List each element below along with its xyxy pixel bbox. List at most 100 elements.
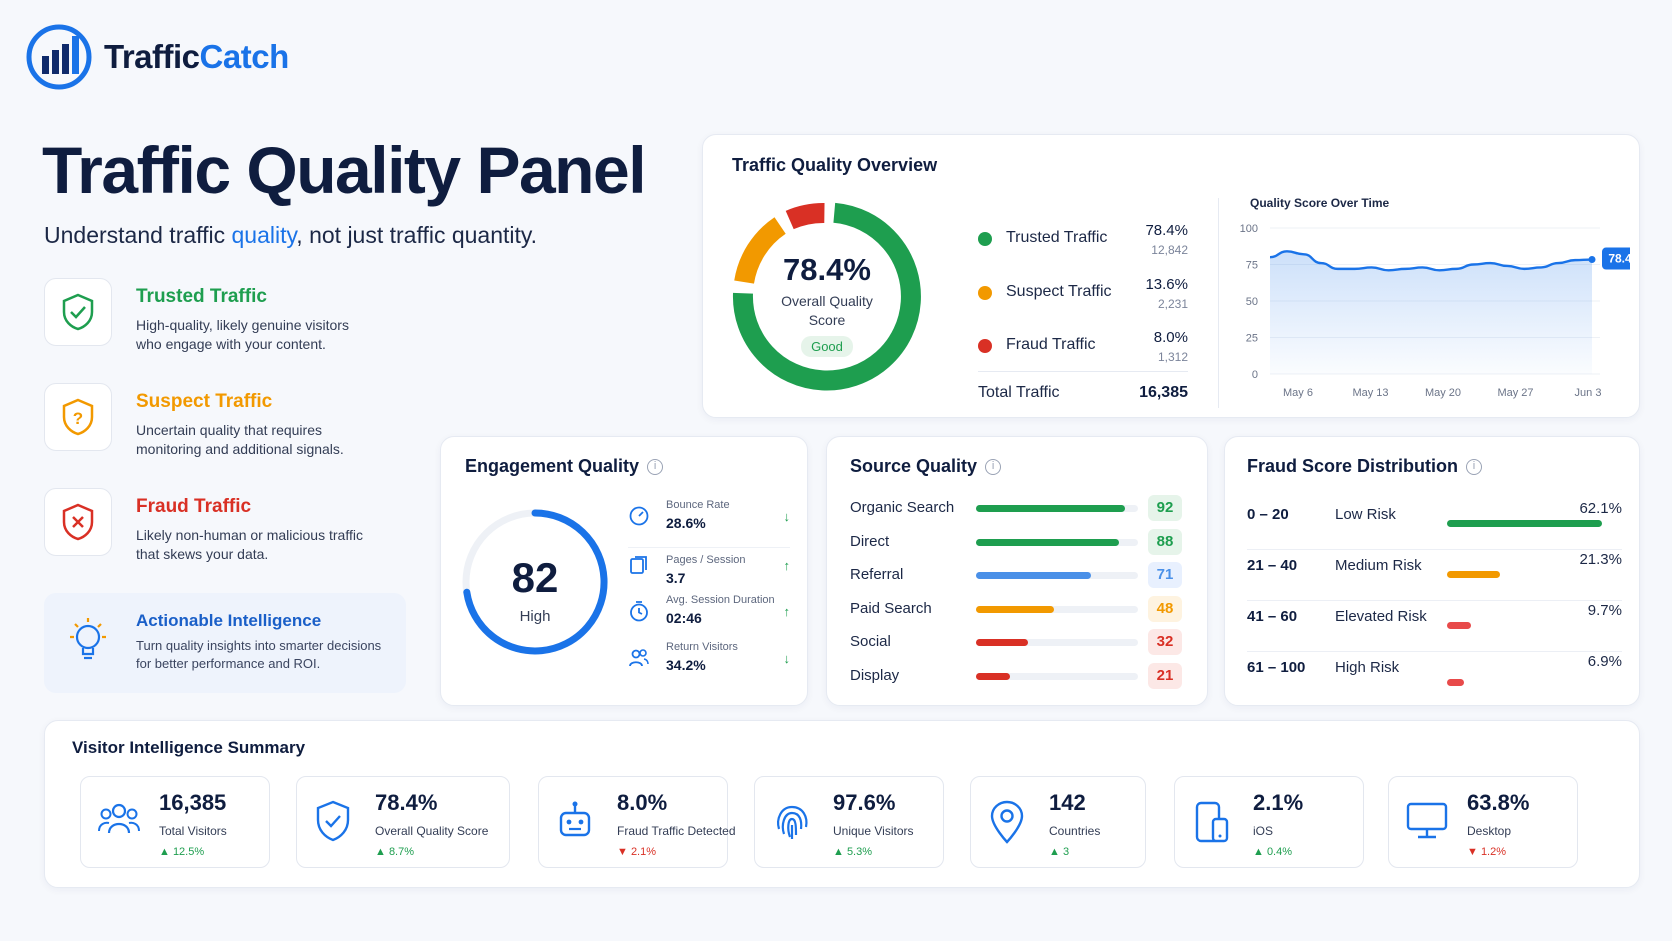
- actionable-title: Actionable Intelligence: [136, 611, 322, 630]
- x-tick-label: Jun 3: [1575, 387, 1602, 399]
- source-score-badge: 32: [1148, 629, 1182, 655]
- engagement-title: Engagement Quality i: [465, 456, 664, 477]
- source-quality-card: [826, 436, 1208, 706]
- source-bar-track: [976, 572, 1138, 579]
- visitor-stat: 97.6% Unique Visitors ▲ 5.3%: [754, 776, 944, 868]
- source-label: Display: [850, 666, 900, 684]
- metric-bounce-rate: Bounce Rate 28.6% ↓: [628, 499, 790, 543]
- stat-value: 2.1%: [1253, 790, 1304, 815]
- fraud-pct: 62.1%: [1579, 500, 1622, 517]
- actionable-desc: Turn quality insights into smarter decis…: [136, 638, 382, 671]
- fraud-range: 0 – 20: [1247, 506, 1289, 523]
- stat-label: Total Visitors: [159, 824, 227, 838]
- users-icon: [97, 799, 141, 844]
- fraud-range: 21 – 40: [1247, 557, 1298, 574]
- lightbulb-icon: [70, 618, 106, 660]
- x-tick-label: May 13: [1352, 387, 1388, 399]
- legend-fraud: Fraud Traffic 8.0% 1,312: [978, 329, 1188, 369]
- quality-donut: [732, 202, 921, 391]
- category-title: Trusted Traffic: [136, 286, 267, 307]
- fraud-distribution-title: Fraud Score Distribution i: [1247, 456, 1483, 477]
- stopwatch-icon: [630, 601, 648, 622]
- stat-value: 97.6%: [833, 790, 896, 815]
- engagement-card: [440, 436, 808, 706]
- svg-text:?: ?: [73, 409, 83, 428]
- actionable-intelligence: Actionable Intelligence Turn quality ins…: [44, 593, 406, 693]
- legend-trusted: Trusted Traffic 78.4% 12,842: [978, 222, 1188, 262]
- arrow-up-icon: ↑: [783, 558, 791, 573]
- arrow-up-icon: ↑: [783, 604, 791, 619]
- y-tick-label: 50: [1246, 296, 1258, 308]
- visitor-stat: 142 Countries ▲ 3: [970, 776, 1146, 868]
- last-value-label: 78.4: [1608, 252, 1630, 266]
- area-fill: [1270, 251, 1592, 374]
- source-bar-track: [976, 639, 1138, 646]
- source-bar-track: [976, 605, 1138, 613]
- donut-trusted-arc: [732, 202, 921, 391]
- stat-label: iOS: [1253, 824, 1274, 838]
- fraud-row: 21 – 40 Medium Risk 21.3%: [1247, 551, 1622, 601]
- overall-score: 78.4%: [783, 252, 871, 287]
- shield-question-icon: ?: [44, 383, 112, 451]
- stat-label: Desktop: [1467, 824, 1512, 838]
- stat-delta: ▲ 12.5%: [159, 846, 205, 858]
- arrow-down-icon: ↓: [783, 509, 791, 524]
- engagement-score: 82: [511, 554, 559, 601]
- fraud-row: 0 – 20 Low Risk 62.1%: [1247, 500, 1622, 550]
- fraud-range: 41 – 60: [1247, 608, 1298, 625]
- info-icon[interactable]: i: [985, 459, 1002, 476]
- source-row: Organic Search 92: [850, 495, 1182, 525]
- stat-label: Countries: [1049, 824, 1101, 838]
- source-row: Direct 88: [850, 528, 1182, 559]
- brand-logo[interactable]: TrafficCatch: [26, 24, 289, 90]
- info-icon[interactable]: i: [647, 459, 664, 476]
- source-score-badge: 92: [1148, 495, 1182, 521]
- visitor-stat: 16,385 Total Visitors ▲ 12.5%: [80, 776, 270, 868]
- y-tick-label: 75: [1246, 260, 1258, 272]
- source-bar-fill: [976, 672, 1011, 680]
- last-point: [1588, 256, 1596, 264]
- fraud-row: 61 – 100 High Risk 6.9%: [1247, 653, 1622, 703]
- fraud-row: 41 – 60 Elevated Risk 9.7%: [1247, 602, 1622, 652]
- fraud-bar: [1447, 571, 1501, 578]
- source-label: Referral: [850, 566, 904, 583]
- donut-suspect-arc: [734, 217, 786, 284]
- source-quality-title: Source Quality i: [850, 456, 1002, 477]
- source-score-badge: 21: [1148, 662, 1182, 689]
- donut-center: 78.4% Overall Quality Score Good: [762, 252, 892, 357]
- metric-session-duration: Avg. Session Duration 02:46 ↑: [628, 594, 790, 638]
- quality-line-chart: 100 75 50 25 0 78.4 May 6 May 13 May 20 May 27 Jun…: [1240, 223, 1630, 399]
- stat-label: Fraud Traffic Detected: [617, 824, 736, 838]
- shield-check-icon: [44, 278, 112, 346]
- source-row: Paid Search 48: [850, 595, 1182, 626]
- fraud-range: 61 – 100: [1247, 659, 1306, 676]
- status-badge: Good: [801, 336, 853, 357]
- brand-name: TrafficCatch: [104, 38, 289, 75]
- desktop-icon: [1405, 799, 1449, 846]
- source-bar-fill: [976, 605, 1054, 613]
- source-bar-track: [976, 672, 1138, 680]
- source-bar-fill: [976, 639, 1028, 646]
- y-tick-label: 0: [1252, 369, 1258, 381]
- stat-value: 63.8%: [1467, 790, 1530, 815]
- fraud-risk-label: High Risk: [1335, 659, 1400, 676]
- category-title: Fraud Traffic: [136, 496, 252, 517]
- gauge-icon: [629, 506, 649, 526]
- overview-title: Traffic Quality Overview: [732, 155, 938, 175]
- legend-suspect: Suspect Traffic 13.6% 2,231: [978, 276, 1188, 316]
- visitor-summary-title: Visitor Intelligence Summary: [72, 738, 306, 757]
- stat-value: 8.0%: [617, 790, 668, 815]
- category-desc: Likely non-human or malicious traffic th…: [136, 527, 363, 562]
- page-title: Traffic Quality Panel: [42, 133, 647, 207]
- info-icon[interactable]: i: [1466, 459, 1483, 476]
- fraud-bar: [1447, 679, 1465, 686]
- chart-title: Quality Score Over Time: [1250, 196, 1390, 210]
- fraud-pct: 9.7%: [1587, 602, 1622, 619]
- metric-pages-session: Pages / Session 3.7 ↑: [628, 547, 790, 591]
- category-desc: High-quality, likely genuine visitors wh…: [136, 317, 349, 352]
- gauge-arc: [463, 509, 608, 655]
- source-bar-fill: [976, 505, 1126, 512]
- gauge-center: 82 High: [480, 554, 590, 625]
- source-score-badge: 71: [1148, 562, 1182, 588]
- source-row: Referral 71: [850, 562, 1182, 592]
